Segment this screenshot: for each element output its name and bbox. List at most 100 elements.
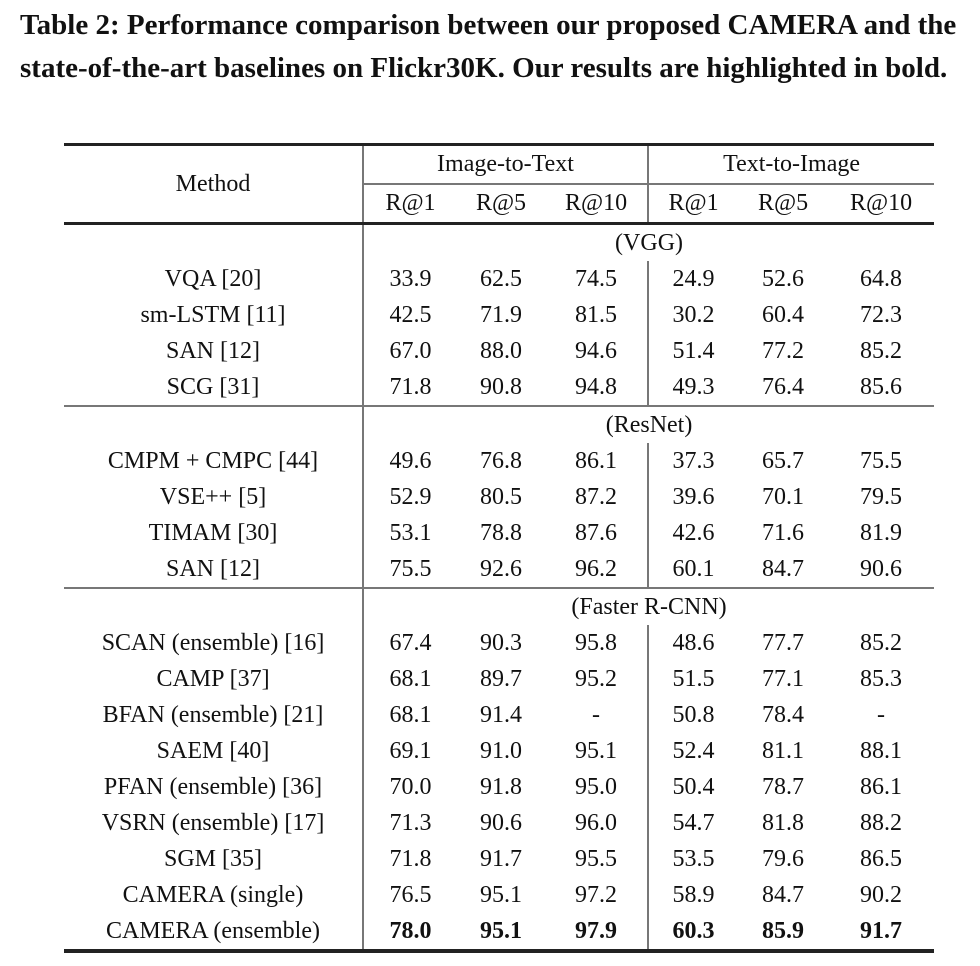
value-cell: 87.2 <box>575 483 618 510</box>
value-cell: 42.5 <box>362 297 457 333</box>
value-cell: 90.3 <box>480 629 522 656</box>
method-cell-empty <box>64 588 363 625</box>
value-cell: 95.1 <box>480 881 522 908</box>
value-cell: 76.8 <box>480 447 522 474</box>
method-cell: VSE++ [5] <box>159 483 267 510</box>
value-cell: 49.3 <box>647 369 739 406</box>
value-cell: 71.8 <box>362 369 457 406</box>
value-cell: 97.9 <box>575 917 618 944</box>
value-cell: 70.1 <box>762 483 805 510</box>
value-cell: - <box>877 701 886 728</box>
value-cell: 76.4 <box>762 373 805 400</box>
value-cell: 70.0 <box>362 769 457 805</box>
value-cell: 51.5 <box>647 661 739 697</box>
table-row: VSE++ [5] 52.9 80.5 87.2 39.6 70.1 79.5 <box>64 479 934 515</box>
value-cell: 75.5 <box>362 551 457 588</box>
value-cell: 85.6 <box>860 373 903 400</box>
value-cell: 95.5 <box>575 845 618 872</box>
metric-header: R@5 <box>738 183 829 224</box>
value-cell: 58.9 <box>647 877 739 913</box>
value-cell: 81.1 <box>762 737 805 764</box>
table-row: BFAN (ensemble) [21] 68.1 91.4 - 50.8 78.4 - <box>64 697 934 733</box>
table-row: CMPM + CMPC [44] 49.6 76.8 86.1 37.3 65.7 75.5 <box>64 443 934 479</box>
metric-header: R@10 <box>828 183 935 224</box>
value-cell: 91.7 <box>480 845 522 872</box>
method-cell: CAMERA (single) <box>122 881 304 908</box>
value-cell: 48.6 <box>647 625 739 661</box>
value-cell: 79.5 <box>860 483 903 510</box>
value-cell: 81.5 <box>575 301 618 328</box>
table-row: PFAN (ensemble) [36] 70.0 91.8 95.0 50.4 78.7… <box>64 769 934 805</box>
table-row: SAN [12] 75.5 92.6 96.2 60.1 84.7 90.6 <box>64 551 934 588</box>
text-to-image-header: Text-to-Image <box>647 144 935 184</box>
value-cell: 90.2 <box>860 881 903 908</box>
image-to-text-header: Image-to-Text <box>361 144 649 184</box>
section-header-row: (VGG) <box>64 223 935 262</box>
value-cell: 78.7 <box>762 773 805 800</box>
value-cell: 81.9 <box>860 519 903 546</box>
value-cell: 96.0 <box>575 809 618 836</box>
value-cell: 74.5 <box>575 265 618 292</box>
value-cell: 75.5 <box>860 447 903 474</box>
value-cell: 52.4 <box>647 733 739 769</box>
results-table: Method Image-to-Text Text-to-Image R@1 R… <box>64 143 935 953</box>
section-header-row: (ResNet) <box>64 406 935 443</box>
section-label: (VGG) <box>361 223 935 261</box>
value-cell: 37.3 <box>647 443 739 479</box>
value-cell: 69.1 <box>362 733 457 769</box>
value-cell: 87.6 <box>575 519 618 546</box>
value-cell: 88.1 <box>860 737 903 764</box>
table-row: CAMERA (single) 76.5 95.1 97.2 58.9 84.7 90.2 <box>64 877 934 913</box>
value-cell: 85.2 <box>860 337 903 364</box>
value-cell: 53.1 <box>362 515 457 551</box>
table-row: SCG [31] 71.8 90.8 94.8 49.3 76.4 85.6 <box>64 369 934 406</box>
value-cell: 60.1 <box>647 551 739 588</box>
value-cell: 90.8 <box>480 373 522 400</box>
value-cell: 33.9 <box>362 261 457 297</box>
value-cell: 71.3 <box>362 805 457 841</box>
value-cell: 68.1 <box>362 697 457 733</box>
value-cell: 52.6 <box>762 265 805 292</box>
method-cell: TIMAM [30] <box>148 519 278 546</box>
value-cell: 62.5 <box>480 265 522 292</box>
value-cell: 85.3 <box>860 665 903 692</box>
value-cell: 91.4 <box>480 701 522 728</box>
value-cell: 86.1 <box>860 773 903 800</box>
section-header-row: (Faster R-CNN) <box>64 588 935 625</box>
value-cell: 95.0 <box>575 773 618 800</box>
value-cell: 60.4 <box>762 301 805 328</box>
method-cell: SCG [31] <box>166 373 260 400</box>
table-row: SGM [35] 71.8 91.7 95.5 53.5 79.6 86.5 <box>64 841 934 877</box>
table-row: sm-LSTM [11] 42.5 71.9 81.5 30.2 60.4 72.3 <box>64 297 934 333</box>
table-row: SAN [12] 67.0 88.0 94.6 51.4 77.2 85.2 <box>64 333 934 369</box>
method-cell: VSRN (ensemble) [17] <box>101 809 325 836</box>
table-row: TIMAM [30] 53.1 78.8 87.6 42.6 71.6 81.9 <box>64 515 934 551</box>
method-cell: SAN [12] <box>166 337 260 364</box>
value-cell: 71.6 <box>762 519 805 546</box>
table-row: SAEM [40] 69.1 91.0 95.1 52.4 81.1 88.1 <box>64 733 934 769</box>
metric-header: R@10 <box>545 183 649 224</box>
value-cell: 91.7 <box>860 917 903 944</box>
value-cell: 50.4 <box>647 769 739 805</box>
method-cell: SAEM [40] <box>156 737 270 764</box>
value-cell: 51.4 <box>647 333 739 369</box>
metric-header: R@1 <box>362 183 457 224</box>
value-cell: 72.3 <box>860 301 903 328</box>
value-cell: 24.9 <box>647 261 739 297</box>
value-cell: 84.7 <box>762 555 805 582</box>
method-cell: SCAN (ensemble) [16] <box>101 629 325 656</box>
value-cell: 49.6 <box>362 443 457 479</box>
value-cell: 89.7 <box>480 665 522 692</box>
method-cell: PFAN (ensemble) [36] <box>103 773 323 800</box>
value-cell: 85.9 <box>762 917 805 944</box>
value-cell: 79.6 <box>762 845 805 872</box>
value-cell: 90.6 <box>860 555 903 582</box>
section-label: (Faster R-CNN) <box>361 588 935 625</box>
value-cell: 97.2 <box>575 881 618 908</box>
value-cell: 92.6 <box>480 555 522 582</box>
metric-header: R@1 <box>647 183 739 224</box>
table-caption: Table 2: Performance comparison between … <box>20 9 957 84</box>
value-cell: 80.5 <box>480 483 522 510</box>
method-cell-empty <box>64 224 363 262</box>
value-cell: 78.8 <box>480 519 522 546</box>
